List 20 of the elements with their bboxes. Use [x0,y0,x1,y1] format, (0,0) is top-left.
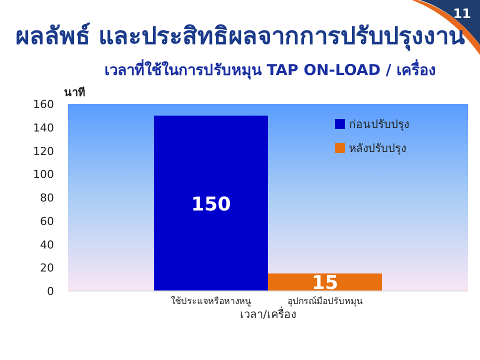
y-axis-title: นาที [64,86,85,99]
y-tick-label: 40 [40,238,54,252]
x-axis-title: เวลา/เครื่อง [240,306,296,321]
y-tick-label: 60 [40,214,54,228]
y-tick-label: 120 [33,144,54,158]
y-tick-label: 140 [33,121,54,134]
legend-label: ก่อนปรับปรุง [349,118,409,131]
y-tick-label: 20 [40,262,54,275]
chart-title: ผลลัพธ์ และประสิทธิผลจากการปรับปรุงงาน [15,22,466,52]
y-tick-label: 100 [33,168,54,182]
data-label: 15 [312,272,338,294]
x-tick-label: ใช้ประแจหรือหางหนู [170,296,251,307]
y-tick-label: 80 [40,192,54,204]
text: 11 [452,7,472,22]
y-tick-label: 160 [33,98,54,111]
chart-subtitle: เวลาที่ใช้ในการปรับหมุน TAP ON-LOAD / เครื่อง [104,59,436,80]
legend-label: หลังปรับปรุง [349,142,406,155]
y-tick-label: 0 [47,285,54,298]
data-label: 150 [191,193,231,216]
x-tick-label: อุปกรณ์มือปรับหมุน [288,295,363,307]
